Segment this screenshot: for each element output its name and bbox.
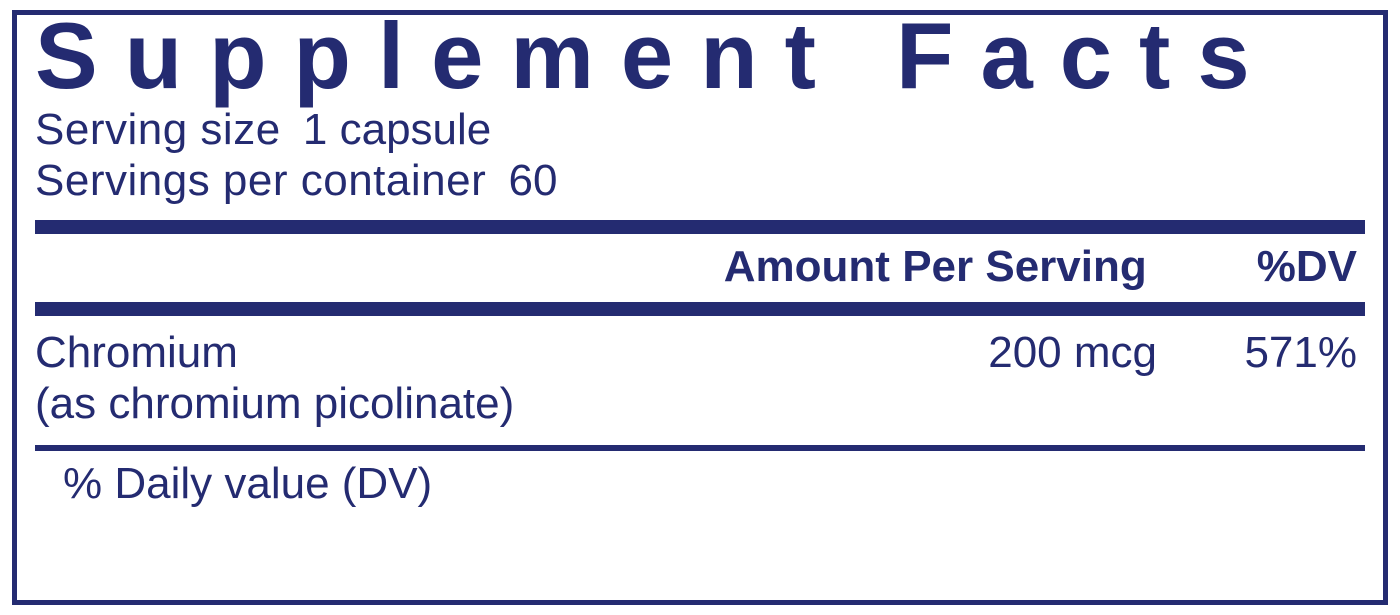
ingredient-row: Chromium (as chromium picolinate) 200 mc… — [35, 316, 1365, 445]
header-dv: %DV — [1257, 242, 1357, 292]
serving-size-value: 1 capsule — [303, 105, 491, 154]
rule-thick-top — [35, 220, 1365, 234]
header-amount: Amount Per Serving — [724, 242, 1147, 292]
ingredient-dv: 571% — [1157, 328, 1357, 378]
ingredient-name-block: Chromium (as chromium picolinate) — [35, 328, 877, 429]
ingredient-name: Chromium — [35, 328, 238, 377]
servings-per-container-value: 60 — [508, 156, 557, 205]
ingredient-subtext: (as chromium picolinate) — [35, 379, 877, 430]
serving-info: Serving size 1 capsule Servings per cont… — [35, 105, 1365, 206]
serving-size-label: Serving size — [35, 105, 281, 154]
servings-per-container-label: Servings per container — [35, 156, 486, 205]
serving-size-line: Serving size 1 capsule — [35, 105, 1365, 156]
supplement-facts-panel: Supplement Facts Serving size 1 capsule … — [12, 10, 1388, 605]
footer-note: % Daily value (DV) — [35, 451, 1365, 509]
column-headers: Amount Per Serving %DV — [35, 234, 1365, 302]
rule-thick-mid — [35, 302, 1365, 316]
servings-per-container-line: Servings per container 60 — [35, 156, 1365, 207]
ingredient-amount: 200 mcg — [877, 328, 1157, 378]
panel-title: Supplement Facts — [35, 9, 1365, 103]
